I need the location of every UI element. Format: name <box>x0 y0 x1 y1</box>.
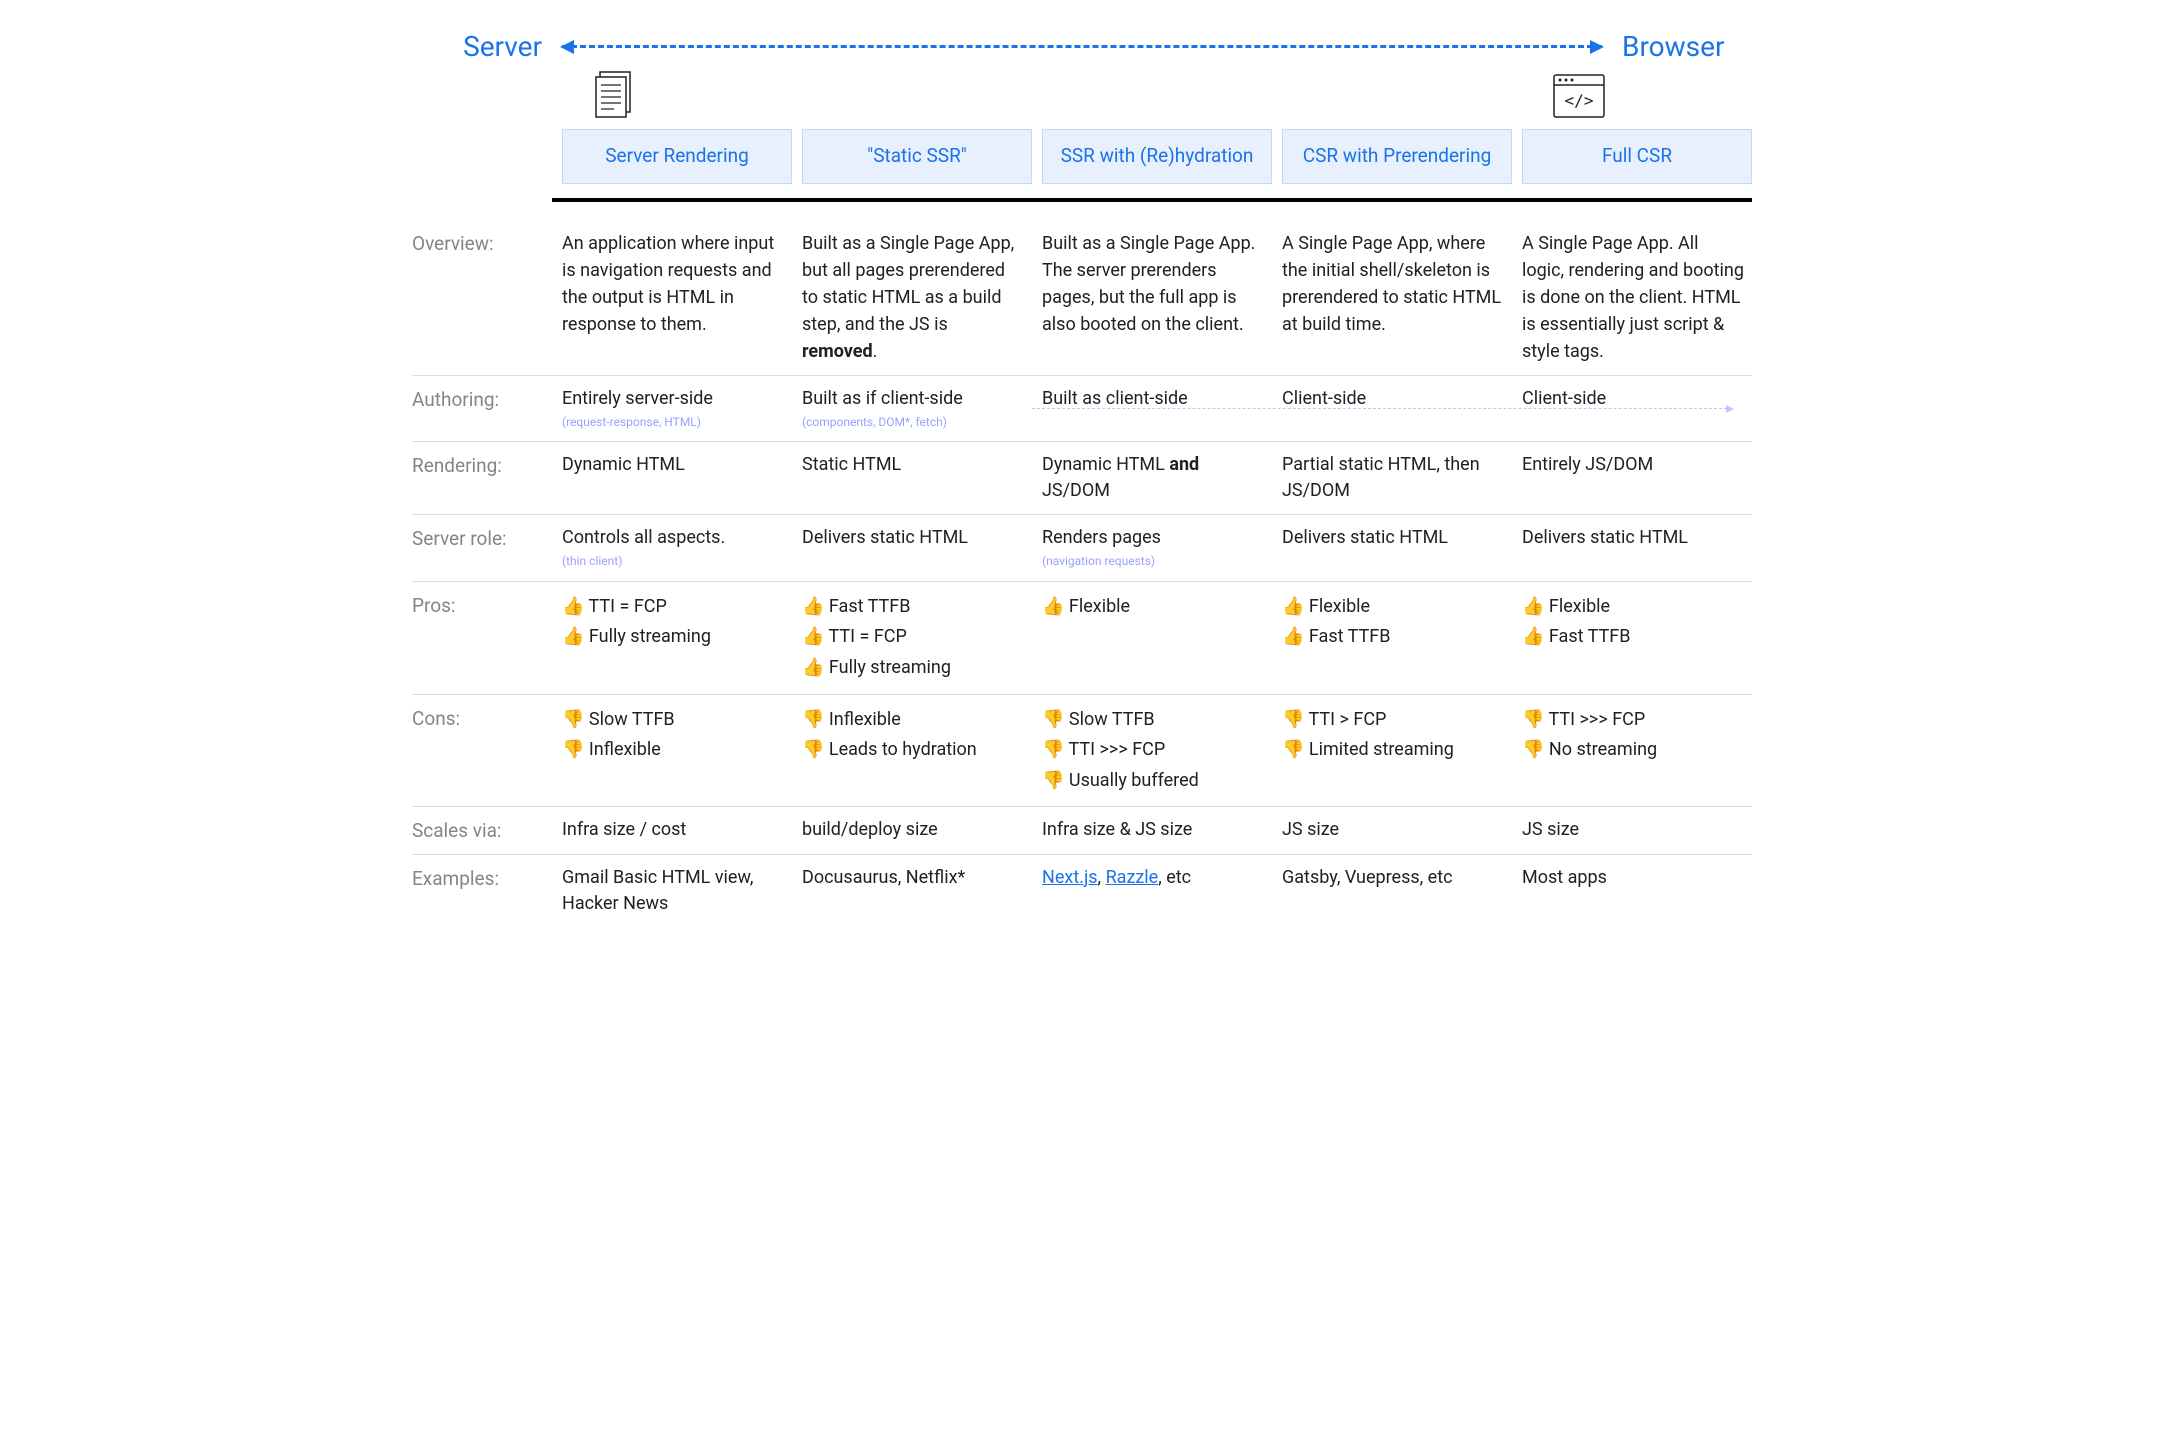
label-scales: Scales via: <box>412 817 552 842</box>
overview-1: Built as a Single Page App, but all page… <box>802 230 1032 365</box>
server-role-3: Delivers static HTML <box>1282 525 1512 551</box>
server-role-0: Controls all aspects.(thin client) <box>562 525 792 570</box>
pros-1: Fast TTFBTTI = FCPFully streaming <box>802 592 1032 684</box>
col-header-3: CSR with Prerendering <box>1282 129 1512 184</box>
label-server-role: Server role: <box>412 525 552 550</box>
col-header-0: Server Rendering <box>562 129 792 184</box>
authoring-1: Built as if client-side(components, DOM*… <box>802 386 1032 431</box>
server-role-4: Delivers static HTML <box>1522 525 1752 551</box>
examples-2: Next.js, Razzle, etc <box>1042 865 1272 891</box>
examples-3: Gatsby, Vuepress, etc <box>1282 865 1512 891</box>
authoring-0: Entirely server-side(request-response, H… <box>562 386 792 431</box>
row-examples: Examples: Gmail Basic HTML view, Hacker … <box>412 855 1752 927</box>
examples-4: Most apps <box>1522 865 1752 891</box>
rendering-1: Static HTML <box>802 452 1032 478</box>
label-authoring: Authoring: <box>412 386 552 411</box>
link-nextjs[interactable]: Next.js <box>1042 867 1098 888</box>
row-rendering: Rendering: Dynamic HTML Static HTML Dyna… <box>412 442 1752 515</box>
overview-4: A Single Page App. All logic, rendering … <box>1522 230 1752 365</box>
label-pros: Pros: <box>412 592 552 617</box>
overview-0: An application where input is navigation… <box>562 230 792 338</box>
scales-4: JS size <box>1522 817 1752 843</box>
scales-1: build/deploy size <box>802 817 1032 843</box>
examples-0: Gmail Basic HTML view, Hacker News <box>562 865 792 917</box>
row-overview: Overview: An application where input is … <box>412 220 1752 376</box>
browser-icon: </> <box>1552 71 1608 123</box>
column-headers: Server Rendering "Static SSR" SSR with (… <box>412 129 1752 184</box>
svg-text:</>: </> <box>1565 91 1594 110</box>
server-role-2: Renders pages(navigation requests) <box>1042 525 1272 570</box>
authoring-faint-arrow <box>1032 408 1732 409</box>
cons-3: TTI > FCPLimited streaming <box>1282 705 1512 766</box>
label-rendering: Rendering: <box>412 452 552 477</box>
label-cons: Cons: <box>412 705 552 730</box>
browser-label: Browser <box>1612 30 1752 63</box>
rendering-3: Partial static HTML, then JS/DOM <box>1282 452 1512 504</box>
col-header-1: "Static SSR" <box>802 129 1032 184</box>
cons-2: Slow TTFBTTI >>> FCPUsually buffered <box>1042 705 1272 797</box>
pros-0: TTI = FCPFully streaming <box>562 592 792 653</box>
cons-4: TTI >>> FCPNo streaming <box>1522 705 1752 766</box>
scales-0: Infra size / cost <box>562 817 792 843</box>
rendering-2: Dynamic HTML and JS/DOM <box>1042 452 1272 504</box>
server-role-1: Delivers static HTML <box>802 525 1032 551</box>
label-overview: Overview: <box>412 230 552 255</box>
spectrum-arrow <box>562 45 1602 48</box>
scales-2: Infra size & JS size <box>1042 817 1272 843</box>
icon-row: </> <box>412 71 1752 123</box>
col-header-4: Full CSR <box>1522 129 1752 184</box>
document-icon <box>592 71 638 123</box>
scales-3: JS size <box>1282 817 1512 843</box>
pros-4: FlexibleFast TTFB <box>1522 592 1752 653</box>
rendering-4: Entirely JS/DOM <box>1522 452 1752 478</box>
link-razzle[interactable]: Razzle <box>1106 867 1159 888</box>
overview-3: A Single Page App, where the initial she… <box>1282 230 1512 338</box>
thick-divider <box>552 198 1752 202</box>
overview-2: Built as a Single Page App. The server p… <box>1042 230 1272 338</box>
server-label: Server <box>412 30 552 63</box>
row-server-role: Server role: Controls all aspects.(thin … <box>412 515 1752 581</box>
examples-1: Docusaurus, Netflix* <box>802 865 1032 891</box>
row-scales: Scales via: Infra size / cost build/depl… <box>412 807 1752 854</box>
pros-2: Flexible <box>1042 592 1272 623</box>
row-pros: Pros: TTI = FCPFully streaming Fast TTFB… <box>412 582 1752 695</box>
pros-3: FlexibleFast TTFB <box>1282 592 1512 653</box>
cons-0: Slow TTFBInflexible <box>562 705 792 766</box>
cons-1: InflexibleLeads to hydration <box>802 705 1032 766</box>
rendering-0: Dynamic HTML <box>562 452 792 478</box>
row-cons: Cons: Slow TTFBInflexible InflexibleLead… <box>412 695 1752 808</box>
row-authoring: Authoring: Entirely server-side(request-… <box>412 376 1752 442</box>
label-examples: Examples: <box>412 865 552 890</box>
col-header-2: SSR with (Re)hydration <box>1042 129 1272 184</box>
spectrum-header: Server Browser <box>412 30 1752 63</box>
